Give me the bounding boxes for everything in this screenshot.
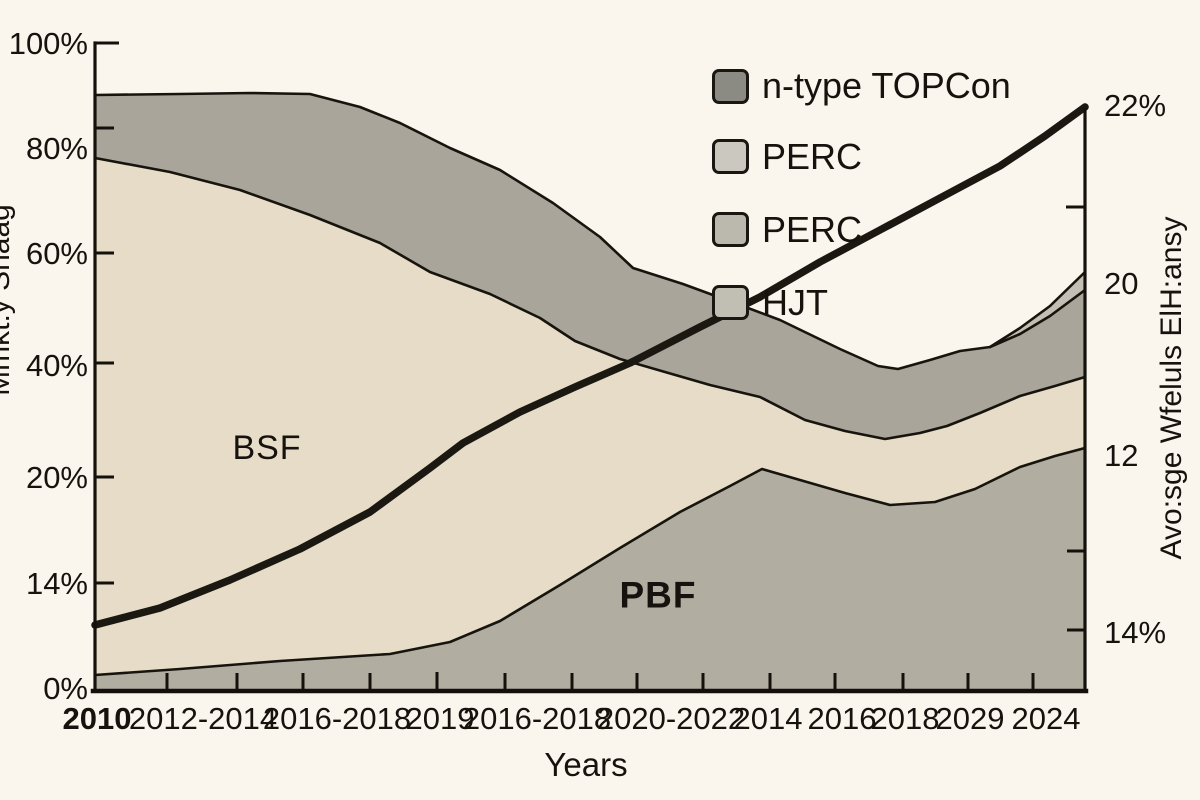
legend-label-hjt: HJT bbox=[762, 281, 828, 323]
chart-legend: n-type TOPCon PERC PERC HJT bbox=[712, 52, 1011, 339]
left-tick-80: 80% bbox=[25, 131, 88, 166]
area-topcon bbox=[95, 93, 1085, 439]
x-tick-2018: 2018 bbox=[870, 701, 940, 736]
legend-item-perc-1: PERC bbox=[712, 120, 1011, 193]
pbf-area-label: PBF bbox=[619, 574, 697, 616]
x-tick-2020-2022: 2020-2022 bbox=[596, 701, 746, 736]
x-axis-title: Years bbox=[544, 746, 628, 783]
left-tick-100: 100% bbox=[8, 26, 88, 61]
left-tick-0: 0% bbox=[43, 671, 88, 706]
right-tick-14: 14% bbox=[1104, 615, 1167, 650]
x-tick-2029: 2029 bbox=[935, 701, 1005, 736]
legend-label-perc-2: PERC bbox=[762, 208, 863, 250]
left-axis-title-clipped: Mmkt:y Shaag bbox=[0, 204, 16, 396]
left-tick-14: 14% bbox=[25, 566, 88, 601]
legend-swatch-perc-1 bbox=[712, 139, 749, 174]
legend-item-perc-2: PERC bbox=[712, 193, 1011, 266]
x-tick-2010: 2010 bbox=[62, 701, 132, 736]
right-tick-22: 22% bbox=[1104, 88, 1167, 123]
x-tick-2014: 2014 bbox=[733, 701, 803, 736]
left-tick-60: 60% bbox=[25, 236, 88, 271]
x-tick-2024: 2024 bbox=[1011, 701, 1081, 736]
right-tick-20: 20 bbox=[1104, 266, 1139, 301]
x-tick-2016-2018a: 2016-2018 bbox=[262, 701, 412, 736]
boundary-topcon-bottom bbox=[93, 156, 1087, 441]
boundary-topcon-top-right bbox=[988, 288, 1087, 349]
left-tick-40: 40% bbox=[25, 348, 88, 383]
boundary-pbf-top bbox=[93, 446, 1087, 677]
x-tick-2016-2018b: 2016-2018 bbox=[462, 701, 612, 736]
area-bsf-perc bbox=[95, 158, 1085, 675]
axis-ticks bbox=[95, 41, 1085, 690]
right-tick-12: 12 bbox=[1104, 438, 1139, 473]
left-tick-20: 20% bbox=[25, 460, 88, 495]
legend-swatch-topcon bbox=[712, 68, 749, 104]
bsf-area-label: BSF bbox=[232, 429, 302, 467]
legend-item-topcon: n-type TOPCon bbox=[712, 52, 1011, 120]
legend-swatch-perc-2 bbox=[712, 212, 749, 247]
efficiency-line bbox=[91, 103, 1089, 629]
x-tick-2016: 2016 bbox=[807, 701, 877, 736]
area-pbf bbox=[95, 448, 1085, 690]
x-tick-2019: 2019 bbox=[405, 701, 475, 736]
legend-item-hjt: HJT bbox=[712, 266, 1011, 339]
legend-label-topcon: n-type TOPCon bbox=[762, 65, 1011, 106]
x-tick-2012-2014: 2012-2014 bbox=[128, 701, 278, 736]
legend-swatch-hjt bbox=[712, 285, 749, 320]
right-axis-title: Avo:sge Wfeluls ElH:ansy bbox=[1155, 216, 1188, 560]
legend-label-perc-1: PERC bbox=[762, 135, 863, 177]
boundary-stack-top bbox=[93, 91, 1087, 371]
